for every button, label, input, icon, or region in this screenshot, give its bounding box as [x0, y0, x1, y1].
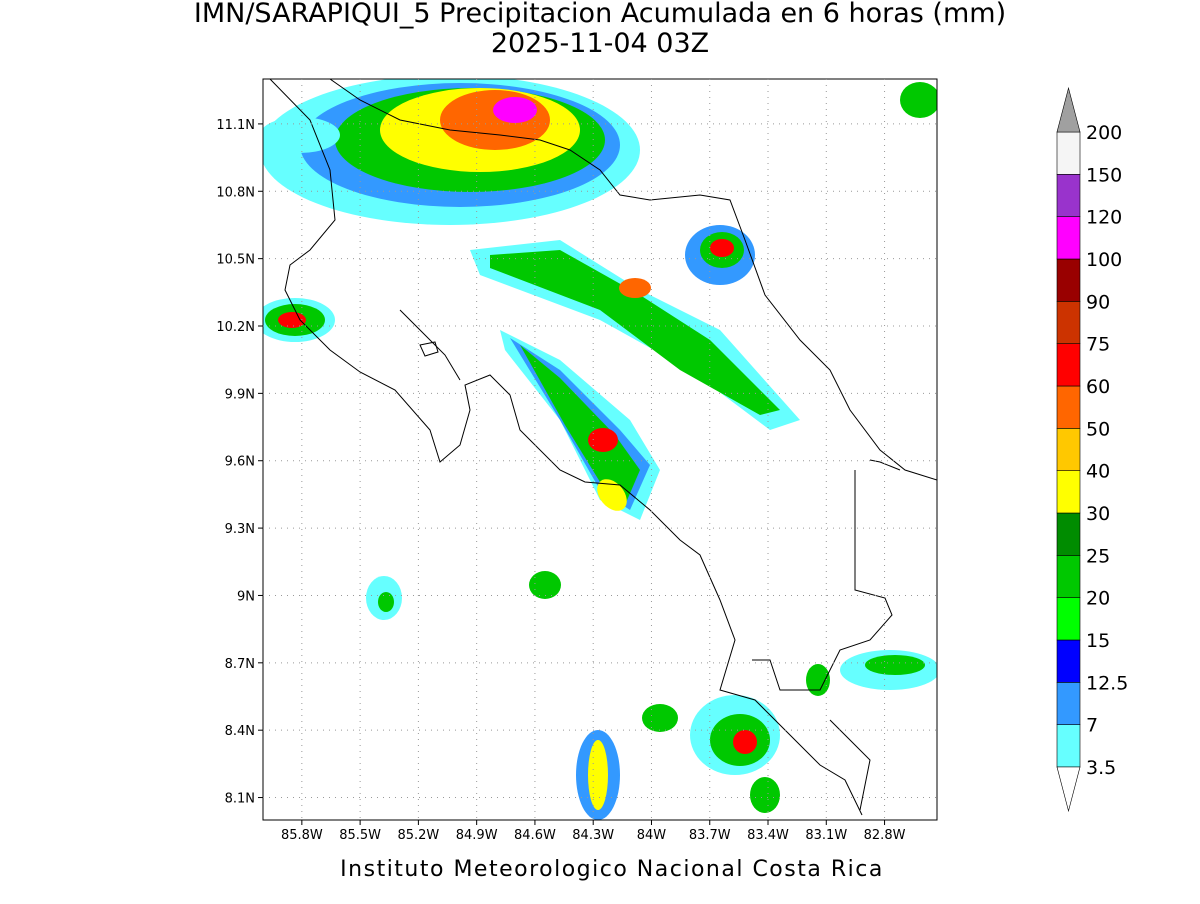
x-tick-label: 83.4W — [747, 828, 789, 843]
coastlines — [269, 79, 937, 816]
colorbar-label: 40 — [1086, 461, 1110, 483]
colorbar-segment — [1056, 174, 1081, 217]
colorbar-label: 120 — [1086, 207, 1122, 229]
x-tick-label: 82.8W — [864, 828, 906, 843]
colorbar-segment — [1056, 258, 1081, 302]
colorbar-label: 25 — [1086, 545, 1110, 567]
x-tick-label: 84.6W — [514, 828, 556, 843]
x-tick-label: 85.5W — [339, 828, 381, 843]
y-tick-label: 8.4N — [225, 724, 255, 739]
colorbar-label: 30 — [1086, 503, 1110, 525]
colorbar-label: 200 — [1086, 122, 1122, 144]
y-tick-label: 9.6N — [225, 455, 255, 470]
colorbar-label: 50 — [1086, 418, 1110, 440]
y-tick-label: 10.2N — [216, 320, 255, 335]
x-tick-label: 85.2W — [397, 828, 439, 843]
colorbar-label: 7 — [1086, 715, 1098, 737]
colorbar-segment — [1056, 131, 1081, 175]
colorbar-label: 75 — [1086, 334, 1110, 356]
colorbar-label: 100 — [1086, 249, 1122, 271]
plot-frame — [262, 78, 938, 821]
y-tick-label: 10.8N — [216, 185, 255, 200]
colorbar-label: 12.5 — [1086, 672, 1128, 694]
colorbar-label: 20 — [1086, 588, 1110, 610]
colorbar-label: 15 — [1086, 630, 1110, 652]
colorbar-segment — [1056, 682, 1081, 725]
colorbar-segment — [1056, 724, 1081, 768]
colorbar-label: 3.5 — [1086, 757, 1116, 779]
colorbar-segment — [1056, 216, 1081, 260]
colorbar-segment — [1056, 385, 1081, 429]
title: IMN/SARAPIQUI_5 Precipitacion Acumulada … — [194, 0, 1006, 29]
colorbar-segment — [1056, 597, 1081, 641]
y-tick-label: 9.9N — [225, 387, 255, 402]
x-tick-label: 85.8W — [281, 828, 323, 843]
colorbar-label: 150 — [1086, 164, 1122, 186]
colorbar-segment — [1056, 343, 1081, 387]
precip-field — [263, 79, 937, 820]
colorbar-over — [1056, 86, 1081, 133]
subtitle: 2025-11-04 03Z — [491, 28, 709, 59]
colorbar-segment — [1056, 555, 1081, 598]
colorbar-segment — [1056, 470, 1081, 514]
x-tick-label: 84.9W — [456, 828, 498, 843]
x-tick-label: 83.7W — [689, 828, 731, 843]
y-tick-label: 8.1N — [225, 792, 255, 807]
x-tick-label: 84W — [637, 828, 667, 843]
y-tick-label: 11.1N — [216, 118, 255, 133]
x-tick-label: 83.1W — [805, 828, 847, 843]
y-tick-label: 8.7N — [225, 657, 255, 672]
colorbar-segment — [1056, 428, 1081, 471]
credit: Instituto Meteorologico Nacional Costa R… — [340, 857, 884, 882]
colorbar-under — [1056, 766, 1081, 813]
y-tick-label: 10.5N — [216, 253, 255, 268]
colorbar-segment — [1056, 512, 1081, 556]
y-tick-label: 9N — [237, 589, 255, 604]
colorbar-segment — [1056, 639, 1081, 683]
colorbar-label: 60 — [1086, 376, 1110, 398]
x-tick-label: 84.3W — [572, 828, 614, 843]
colorbar-label: 90 — [1086, 291, 1110, 313]
y-tick-label: 9.3N — [225, 522, 255, 537]
colorbar-segment — [1056, 301, 1081, 344]
